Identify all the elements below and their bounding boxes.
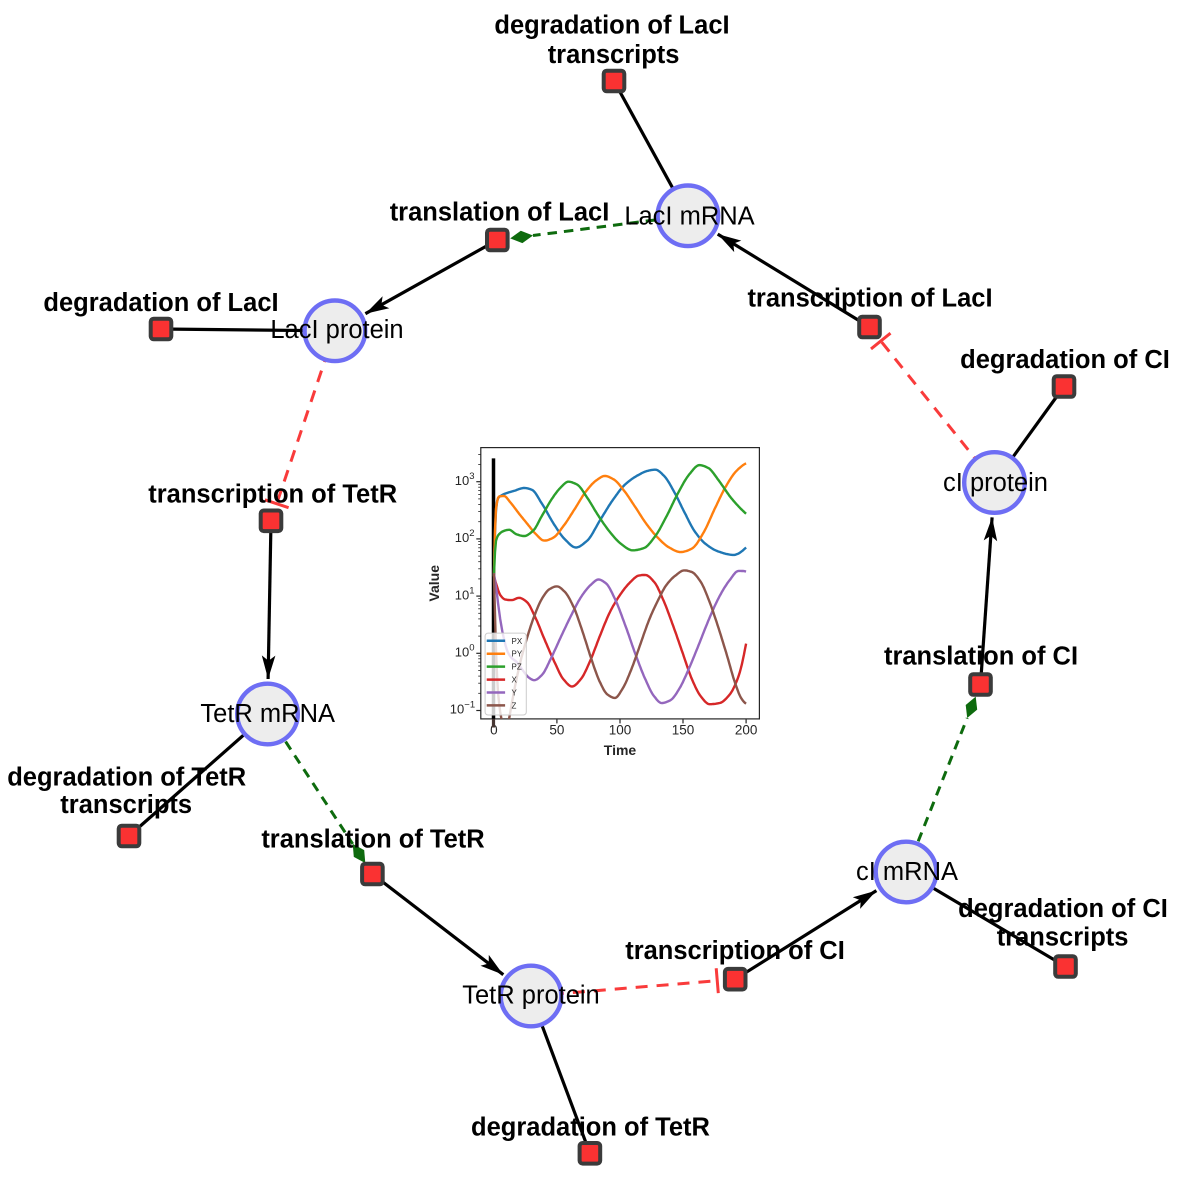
svg-text:200: 200: [735, 723, 758, 738]
svg-text:cI mRNA: cI mRNA: [856, 858, 958, 886]
svg-text:Z: Z: [512, 701, 517, 710]
svg-text:100: 100: [609, 723, 632, 738]
svg-text:transcription of TetR: transcription of TetR: [148, 481, 397, 509]
svg-text:PZ: PZ: [512, 663, 522, 672]
svg-text:transcription of LacI: transcription of LacI: [747, 285, 992, 313]
svg-text:0: 0: [490, 723, 498, 738]
svg-text:Value: Value: [426, 565, 442, 602]
svg-text:translation of LacI: translation of LacI: [390, 199, 610, 227]
svg-text:degradation of TetR: degradation of TetR: [471, 1114, 710, 1142]
svg-text:LacI protein: LacI protein: [270, 316, 403, 344]
svg-text:degradation of CI: degradation of CI: [958, 895, 1168, 923]
svg-text:X: X: [512, 676, 518, 685]
svg-text:TetR mRNA: TetR mRNA: [200, 700, 335, 728]
svg-text:translation of TetR: translation of TetR: [261, 825, 484, 853]
svg-text:LacI mRNA: LacI mRNA: [624, 203, 754, 231]
svg-text:transcripts: transcripts: [548, 41, 680, 69]
svg-text:Y: Y: [512, 689, 518, 698]
svg-text:150: 150: [672, 723, 695, 738]
svg-text:degradation of LacI: degradation of LacI: [43, 289, 278, 317]
svg-text:PX: PX: [512, 637, 523, 646]
svg-text:PY: PY: [512, 650, 523, 659]
svg-text:degradation of CI: degradation of CI: [960, 346, 1170, 374]
svg-text:degradation of TetR: degradation of TetR: [7, 764, 246, 792]
svg-text:50: 50: [549, 723, 564, 738]
svg-text:TetR protein: TetR protein: [462, 982, 600, 1010]
svg-text:transcripts: transcripts: [60, 791, 192, 819]
svg-text:Time: Time: [604, 742, 637, 758]
svg-text:transcripts: transcripts: [997, 924, 1129, 952]
svg-text:translation of CI: translation of CI: [884, 643, 1078, 671]
svg-text:cI protein: cI protein: [943, 469, 1048, 497]
svg-text:transcription of CI: transcription of CI: [625, 937, 845, 965]
svg-text:degradation of LacI: degradation of LacI: [494, 12, 729, 40]
